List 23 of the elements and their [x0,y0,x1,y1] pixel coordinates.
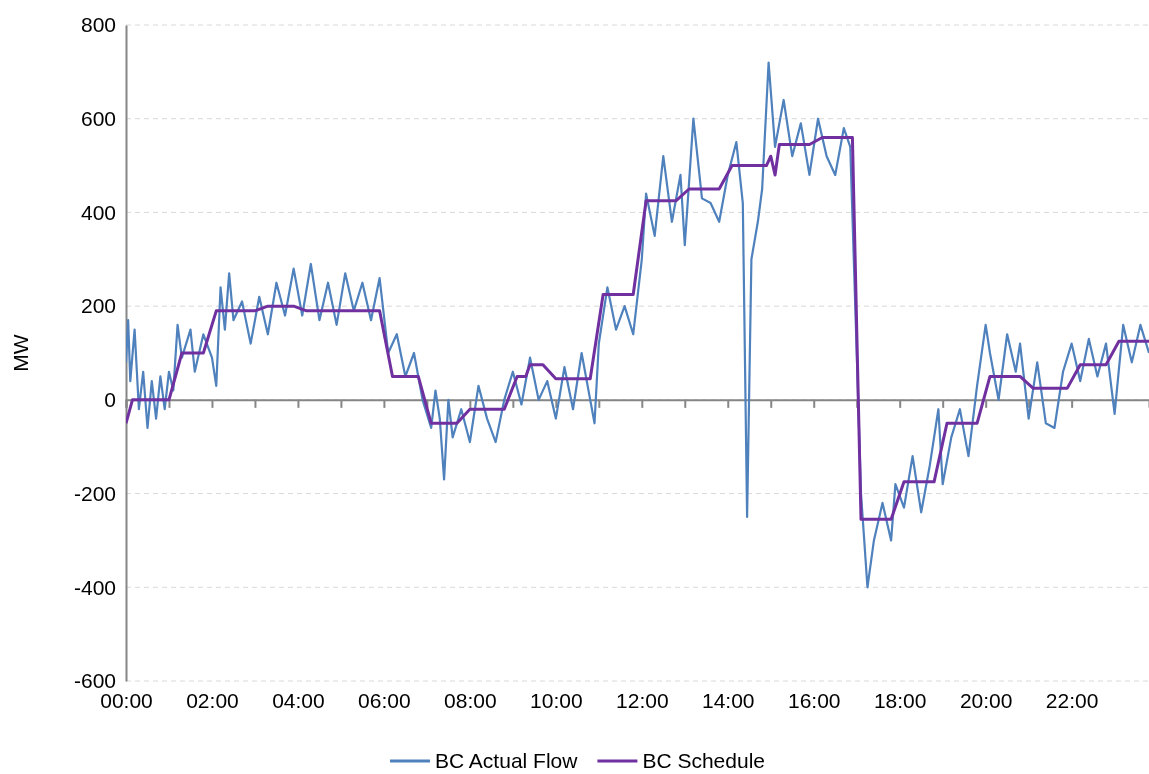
x-tick-label: 02:00 [186,688,239,712]
x-tick-label: 12:00 [616,688,669,712]
x-tick-label: 14:00 [701,688,755,712]
x-tick-label: 04:00 [272,688,325,712]
line-series [126,61,1149,589]
y-tick-label: -200 [73,481,116,505]
y-tick-label: 400 [80,200,116,224]
y-tick-label: 800 [80,13,116,37]
x-tick-label: 06:00 [358,688,411,712]
legend-label: BC Schedule [642,749,765,772]
x-tick-label: 20:00 [959,688,1013,712]
x-tick-label: 22:00 [1045,688,1099,712]
x-tick-label: 16:00 [787,688,841,712]
y-tick-label: -400 [73,575,116,599]
y-axis-title: MW [9,334,32,372]
line-series [126,135,1149,521]
y-tick-label: 200 [80,294,116,318]
x-tick-label: 18:00 [873,688,927,712]
legend-label: BC Actual Flow [435,749,579,772]
y-tick-label: 0 [104,388,116,412]
x-tick-label: 10:00 [530,688,583,712]
y-tick-label: 600 [80,106,116,130]
x-tick-label: 08:00 [444,688,497,712]
